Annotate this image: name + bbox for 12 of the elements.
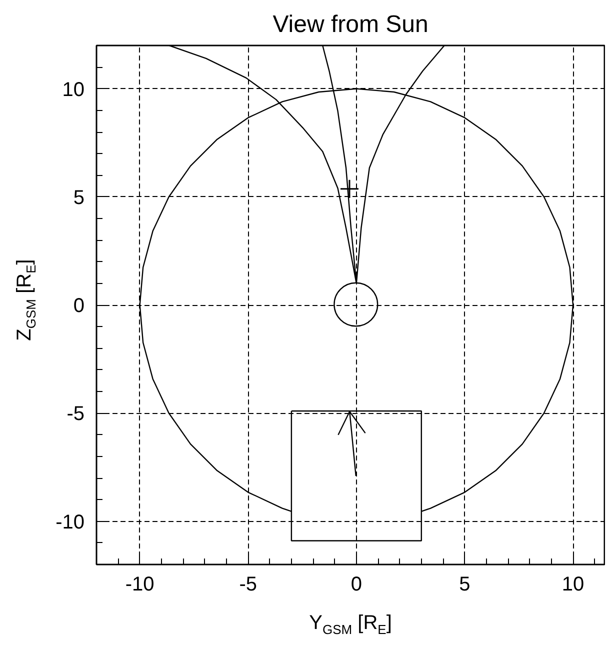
y-tick-label: 0 — [73, 295, 84, 317]
chart-title: View from Sun — [272, 10, 430, 40]
x-tick-label: 0 — [350, 574, 362, 596]
x-tick-label: -5 — [239, 574, 258, 596]
x-axis-title: Y$_{GSM}$ [R$_{E}$] — [308, 611, 393, 639]
x-tick-label: 5 — [459, 574, 470, 596]
y-tick-label: -10 — [56, 511, 84, 534]
y-tick-label: -5 — [66, 403, 85, 426]
x-tick-label: -10 — [125, 574, 154, 596]
x-tick-label: 10 — [562, 574, 584, 596]
y-tick-label: 10 — [62, 78, 85, 101]
y-tick-label: 5 — [73, 186, 84, 209]
